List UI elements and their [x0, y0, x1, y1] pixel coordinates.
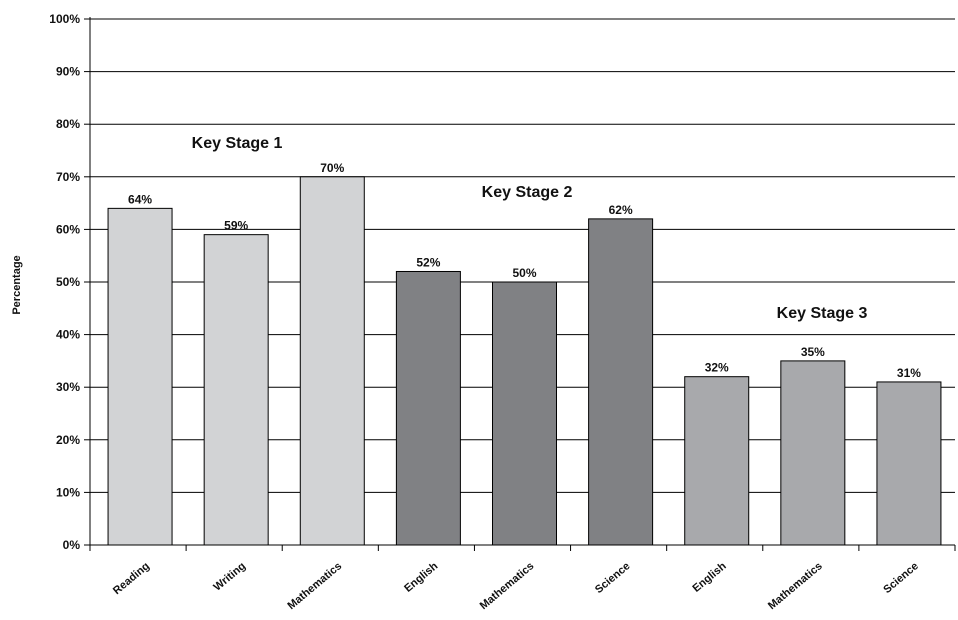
category-label: Science — [881, 560, 921, 596]
group-label: Key Stage 2 — [482, 184, 573, 201]
bar-mathematics-0 — [299, 176, 365, 546]
category-label: Mathematics — [285, 560, 344, 612]
y-tick-label: 20% — [56, 433, 80, 447]
data-label: 70% — [320, 161, 344, 175]
y-tick-label: 30% — [56, 380, 80, 394]
y-tick-label: 100% — [49, 12, 80, 26]
y-axis-title: Percentage — [11, 255, 23, 314]
bar-reading-0 — [107, 207, 173, 546]
y-tick-label: 60% — [56, 222, 80, 236]
bar-english-2 — [684, 376, 750, 546]
y-tick-label: 90% — [56, 65, 80, 79]
bar-mathematics-2 — [780, 360, 846, 546]
group-label: Key Stage 1 — [192, 135, 283, 152]
category-label: English — [402, 560, 440, 595]
bar-science-1 — [588, 218, 654, 546]
data-label: 32% — [705, 361, 729, 375]
y-tick-label: 10% — [56, 485, 80, 499]
data-label: 31% — [897, 366, 921, 380]
category-label: Science — [593, 560, 633, 596]
data-label: 64% — [128, 192, 152, 206]
bar-english-1 — [395, 270, 461, 546]
category-label: Writing — [212, 560, 249, 593]
y-tick-label: 50% — [56, 275, 80, 289]
y-tick-label: 0% — [63, 538, 81, 552]
data-label: 59% — [224, 219, 248, 233]
bar-science-2 — [876, 381, 942, 546]
category-label: English — [690, 560, 728, 595]
bar-writing-0 — [203, 234, 269, 546]
y-tick-label: 40% — [56, 328, 80, 342]
category-label: Mathematics — [766, 560, 825, 612]
category-label: Mathematics — [478, 560, 537, 612]
y-tick-label: 70% — [56, 170, 80, 184]
data-label: 50% — [512, 266, 536, 280]
category-label: Reading — [111, 560, 152, 597]
bar-mathematics-1 — [492, 281, 557, 546]
data-label: 62% — [609, 203, 633, 217]
data-label: 35% — [801, 345, 825, 359]
group-label: Key Stage 3 — [777, 305, 868, 322]
axes — [84, 17, 956, 551]
data-label: 52% — [416, 255, 440, 269]
y-tick-label: 80% — [56, 117, 80, 131]
